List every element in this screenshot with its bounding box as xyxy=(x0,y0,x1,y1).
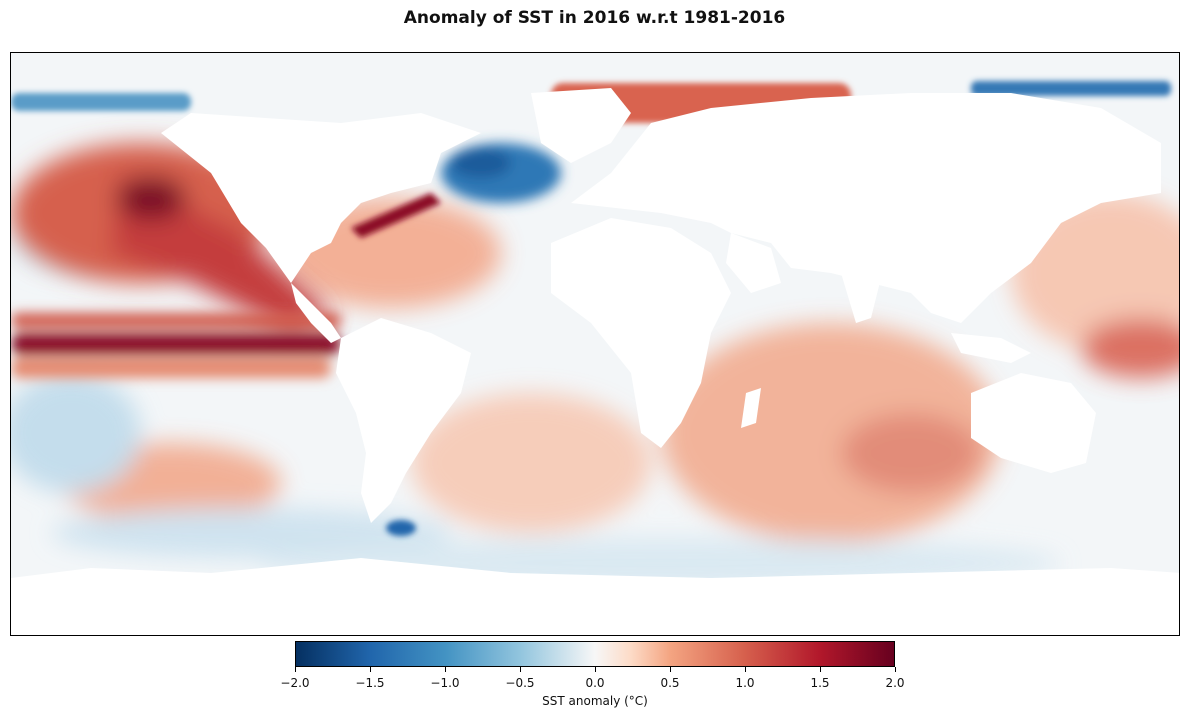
land-mask xyxy=(11,88,1179,635)
colorbar-tick-label: 1.0 xyxy=(735,676,755,690)
colorbar-tick xyxy=(669,667,671,672)
colorbar-tick xyxy=(519,667,521,672)
colorbar-tick xyxy=(894,667,896,672)
colorbar-tick xyxy=(369,667,371,672)
map-canvas xyxy=(11,81,1179,635)
colorbar-tick xyxy=(594,667,596,672)
colorbar-tick-label: 0.5 xyxy=(660,676,680,690)
colorbar-tick-label: −1.5 xyxy=(355,676,385,690)
colorbar-ticks: −2.0 −1.5 −1.0 −0.5 0.0 0.5 1.0 1.5 2.0 xyxy=(280,667,905,690)
colorbar-tick xyxy=(744,667,746,672)
colorbar-tick-label: 0.0 xyxy=(585,676,605,690)
colorbar-tick xyxy=(819,667,821,672)
colorbar-tick xyxy=(444,667,446,672)
colorbar-tick-label: 1.5 xyxy=(810,676,830,690)
colorbar-tick xyxy=(294,667,296,672)
chart-title: Anomaly of SST in 2016 w.r.t 1981-2016 xyxy=(403,8,786,28)
colorbar-tick-label: −0.5 xyxy=(505,676,535,690)
colorbar-tick-label: −2.0 xyxy=(280,676,310,690)
colorbar-tick-label: 2.0 xyxy=(885,676,905,690)
colorbar-tick-label: −1.0 xyxy=(430,676,460,690)
sst-anomaly-map xyxy=(10,52,1180,636)
colorbar-label: SST anomaly (°C) xyxy=(542,694,648,708)
colorbar xyxy=(295,641,895,667)
